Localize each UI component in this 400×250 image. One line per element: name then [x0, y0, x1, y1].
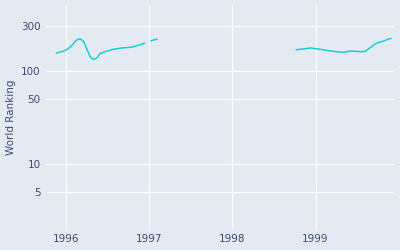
Y-axis label: World Ranking: World Ranking: [6, 80, 16, 155]
